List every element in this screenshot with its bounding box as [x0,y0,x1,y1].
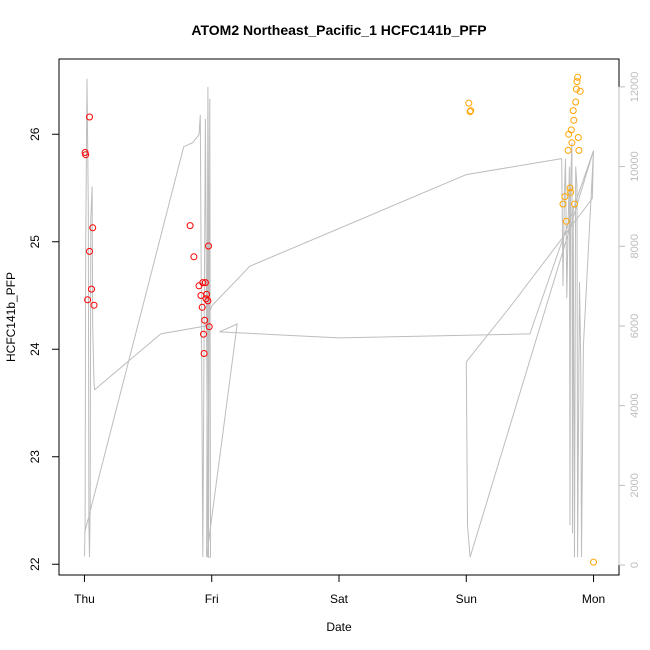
data-point-orange-5 [562,217,570,225]
y-axis-label: HCFC141b_PFP [4,272,18,362]
y2-tick-label: 4000 [629,393,641,417]
data-point-orange-9 [567,188,575,196]
x-tick-label: Sat [330,592,349,606]
data-point-red-3 [86,113,93,121]
x-axis: Thu Fri Sat Sun Mon [74,574,605,606]
y-tick-label: 24 [28,342,42,356]
data-point-orange-19 [574,134,582,141]
data-point-red-13 [199,279,207,287]
y2-tick-label: 6000 [629,314,641,338]
data-point-red-21 [205,242,212,250]
data-point-orange-20 [575,146,583,154]
y2-tick-label: 10000 [629,151,641,182]
y-tick-label: 25 [28,235,42,249]
data-point-red-7 [90,301,98,309]
chart-title: ATOM2 Northeast_Pacific_1 HCFC141b_PFP [191,22,486,38]
data-point-red-2 [84,296,92,304]
data-point-red-1 [82,151,90,159]
data-points-layer [81,73,597,566]
altitude-line-layer [84,78,594,558]
data-point-orange-6 [564,146,572,154]
data-point-red-9 [190,253,198,261]
x-tick-label: Sun [456,592,477,606]
data-point-orange-21 [576,87,584,95]
data-point-red-18 [202,295,210,303]
x-tick-label: Thu [74,592,95,606]
y-axis: 22 23 24 25 26 [28,127,60,571]
data-point-red-4 [86,247,93,255]
x-tick-label: Fri [205,592,219,606]
data-point-red-16 [201,316,209,324]
data-point-orange-4 [561,193,569,201]
data-point-red-19 [203,290,211,298]
data-point-orange-0 [465,99,473,107]
data-point-red-12 [198,303,206,311]
data-point-orange-15 [572,98,580,106]
data-point-orange-17 [573,78,581,86]
y-tick-label: 22 [28,557,42,571]
data-point-orange-10 [567,126,575,134]
y2-tick-label: 8000 [629,234,641,258]
plot-frame [58,58,620,576]
data-point-red-8 [186,222,194,230]
data-point-red-14 [200,330,207,338]
data-point-red-17 [201,279,209,287]
data-point-orange-12 [569,107,577,115]
y-tick-label: 26 [28,127,42,141]
data-point-orange-18 [574,73,582,81]
data-point-red-6 [89,224,97,232]
y2-tick-label: 0 [629,562,641,568]
data-point-orange-8 [566,184,574,192]
data-point-orange-3 [559,200,567,208]
data-point-red-20 [204,297,212,305]
y2-tick-label: 2000 [629,473,641,497]
secondary-y-axis: 0 2000 4000 6000 8000 10000 12000 [618,72,641,568]
y2-tick-label: 12000 [629,72,641,103]
data-point-orange-22 [590,558,597,566]
data-point-red-22 [205,323,213,331]
altitude-line [84,78,594,558]
data-point-red-15 [200,350,208,357]
data-point-orange-11 [568,139,576,147]
data-point-orange-2 [467,107,475,115]
x-tick-label: Mon [582,592,605,606]
data-point-orange-13 [570,116,578,124]
data-point-red-5 [88,285,95,293]
data-point-orange-16 [572,85,580,93]
y-tick-label: 23 [28,450,42,464]
data-point-orange-14 [571,200,578,208]
x-axis-label: Date [326,620,352,634]
